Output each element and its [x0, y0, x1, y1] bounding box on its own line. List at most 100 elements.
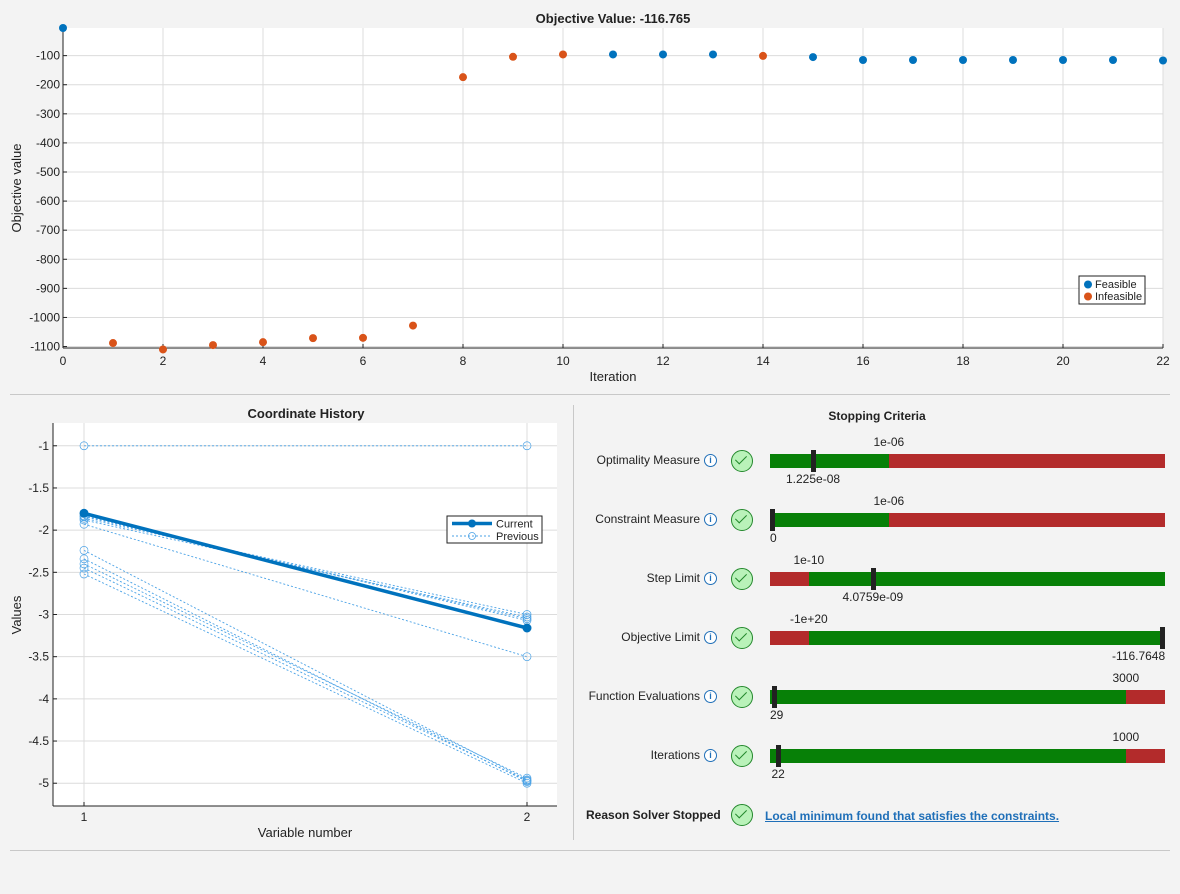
- legend-feasible-label: Feasible: [1095, 279, 1137, 291]
- legend-infeasible-label: Infeasible: [1095, 291, 1142, 303]
- objective-ytick-label: -800: [36, 252, 60, 266]
- info-icon[interactable]: i: [704, 631, 717, 644]
- feasible-point: [1159, 56, 1167, 65]
- infeasible-point: [409, 321, 417, 330]
- info-icon[interactable]: i: [704, 454, 717, 467]
- criterion-label-constraint-measure: Constraint Measure: [595, 512, 700, 526]
- objective-ytick-label: -200: [36, 78, 60, 92]
- objective-ytick-label: -1000: [29, 310, 60, 324]
- feasible-point: [659, 50, 667, 59]
- objective-xtick-label: 16: [856, 354, 870, 368]
- criterion-current-value: 22: [771, 767, 785, 781]
- feasible-point: [809, 53, 817, 62]
- objective-ytick-label: -900: [36, 281, 60, 295]
- objective-xtick-label: 0: [60, 354, 67, 368]
- info-icon[interactable]: i: [704, 749, 717, 762]
- objective-ytick-label: -100: [36, 49, 60, 63]
- objective-ytick-label: -700: [36, 223, 60, 237]
- criterion-current-value: 4.0759e-09: [842, 590, 904, 604]
- criterion-current-value: -116.7648: [1112, 649, 1166, 663]
- infeasible-point: [359, 333, 367, 342]
- objective-xtick-label: 4: [260, 354, 267, 368]
- coordinate-history-chart: Coordinate History 1 2 -1 -1.5 -2 -2.5 -3 -3.5 -…: [9, 406, 557, 840]
- legend-previous-label: Previous: [496, 531, 539, 543]
- objective-ytick-label: -300: [36, 107, 60, 121]
- current-history-line: [83, 511, 528, 630]
- history-ytick-label: -2.5: [28, 565, 49, 579]
- history-ylabel: Values: [9, 595, 24, 634]
- criterion-current-marker: [1160, 627, 1165, 649]
- history-ytick-label: -3.5: [28, 650, 49, 664]
- infeasible-point: [559, 50, 567, 59]
- previous-history-point: [522, 612, 532, 622]
- criterion-threshold: 1e-06: [873, 494, 905, 508]
- history-ytick-label: -1: [38, 439, 49, 453]
- history-xtick-label: 2: [524, 810, 531, 824]
- infeasible-point: [459, 73, 467, 82]
- info-icon[interactable]: i: [704, 690, 717, 703]
- reason-check-icon: [731, 804, 753, 826]
- criterion-bar-objective-limit: [770, 627, 1165, 649]
- infeasible-point: [309, 334, 317, 343]
- criterion-label-iterations: Iterations: [650, 748, 700, 762]
- criterion-threshold: 1000: [1112, 730, 1140, 744]
- criterion-label-function-evaluations: Function Evaluations: [588, 689, 700, 703]
- legend-current-label: Current: [496, 519, 533, 531]
- infeasible-point: [759, 51, 767, 60]
- history-ytick-label: -4.5: [28, 734, 49, 748]
- divider-top: [10, 394, 1170, 395]
- previous-history-line: [83, 523, 528, 658]
- criterion-label-optimality-measure: Optimality Measure: [596, 453, 700, 467]
- previous-history-point: [522, 773, 532, 783]
- reason-solver-stopped-label: Reason Solver Stopped: [586, 808, 721, 822]
- history-axes: [52, 423, 557, 807]
- criterion-current-marker: [811, 450, 816, 472]
- criterion-threshold: 1e-06: [873, 435, 905, 449]
- criterion-bar-green: [770, 513, 889, 527]
- legend-feasible-marker: [1084, 280, 1092, 289]
- objective-ytick-label: -600: [36, 194, 60, 208]
- criterion-bar-red: [770, 631, 809, 645]
- criterion-bar-red: [1126, 690, 1165, 704]
- objective-points: [59, 24, 1167, 354]
- previous-history-line: [83, 567, 528, 782]
- criterion-bar-green: [770, 749, 1126, 763]
- previous-history-point: [79, 569, 89, 579]
- history-xtick-label: 1: [81, 810, 88, 824]
- history-ytick-label: -2: [38, 523, 49, 537]
- criterion-bar-red: [889, 454, 1165, 468]
- objective-xtick-label: 6: [360, 354, 367, 368]
- reason-message-link[interactable]: Local minimum found that satisfies the c…: [765, 809, 1060, 823]
- criterion-bar-green: [770, 454, 889, 468]
- objective-chart-title: Objective Value: -116.765: [536, 11, 691, 26]
- divider-bottom: [10, 850, 1170, 851]
- infeasible-point: [259, 338, 267, 347]
- criterion-current-value: 1.225e-08: [786, 472, 841, 486]
- objective-xtick-label: 8: [460, 354, 467, 368]
- criterion-current-marker: [776, 745, 781, 767]
- info-icon[interactable]: i: [704, 513, 717, 526]
- history-xlabel: Variable number: [258, 825, 353, 840]
- history-legend: Current Previous: [446, 515, 543, 544]
- criterion-bar-function-evaluations: [770, 686, 1165, 708]
- previous-history-point: [79, 563, 89, 573]
- criterion-bar-green: [809, 572, 1165, 586]
- criterion-bar-green: [809, 631, 1165, 645]
- infeasible-point: [109, 339, 117, 348]
- criterion-bar-step-limit: [770, 568, 1165, 590]
- history-ytick-label: -3: [38, 608, 49, 622]
- legend-infeasible-marker: [1084, 292, 1092, 301]
- objective-ytick-label: -400: [36, 136, 60, 150]
- previous-history-point: [522, 652, 532, 662]
- history-lines: [79, 441, 532, 788]
- info-icon[interactable]: i: [704, 572, 717, 585]
- criterion-bar-optimality-measure: [770, 450, 1165, 472]
- objective-xtick-label: 20: [1056, 354, 1070, 368]
- previous-history-point: [522, 610, 532, 619]
- infeasible-point: [159, 345, 167, 354]
- check-icon: [731, 627, 753, 649]
- legend-previous-marker: [468, 532, 476, 540]
- criterion-bar-red: [1126, 749, 1165, 763]
- criterion-current-value: 0: [770, 531, 777, 545]
- feasible-point: [1009, 56, 1017, 64]
